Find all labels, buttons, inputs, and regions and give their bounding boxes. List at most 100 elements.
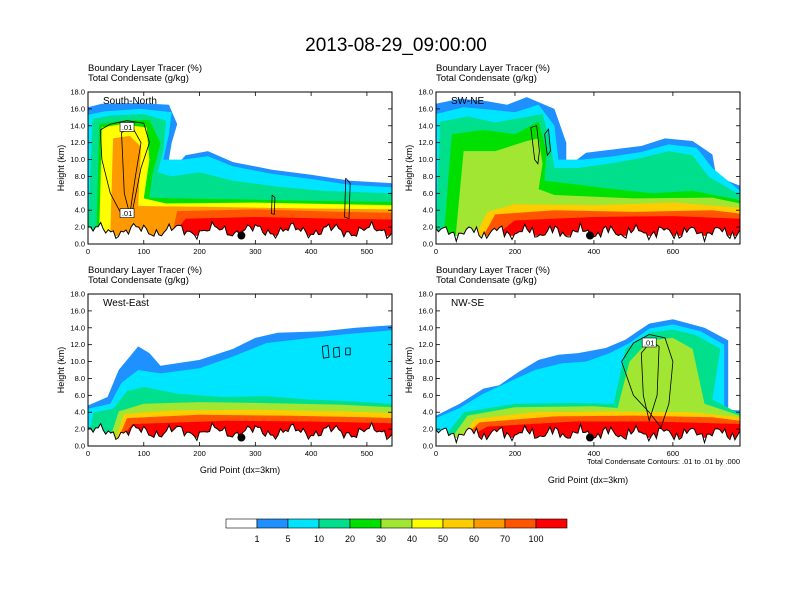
x-axis-label: Grid Point (dx=3km) [200, 465, 280, 475]
panels: Boundary Layer Tracer (%)Total Condensat… [56, 63, 741, 485]
y-tick-label: 10.0 [418, 357, 433, 366]
condensate-contour [530, 125, 540, 165]
y-tick-label: 2.0 [423, 223, 433, 232]
panel-label: SW-NE [451, 96, 484, 107]
field [436, 92, 740, 244]
x-tick-label: 500 [361, 247, 374, 256]
y-axis-label: Height (km) [404, 347, 414, 394]
colorbar-swatch [442, 518, 475, 529]
y-tick-label: 4.0 [423, 206, 433, 215]
x-tick-label: 400 [305, 449, 318, 458]
x-tick-label: 600 [667, 247, 680, 256]
colorbar-label: 20 [345, 534, 355, 544]
panel-header-tracer: Boundary Layer Tracer (%) [88, 265, 202, 276]
x-tick-label: 300 [249, 247, 262, 256]
panel-south-north: Boundary Layer Tracer (%)Total Condensat… [56, 63, 393, 256]
y-tick-label: 14.0 [70, 121, 85, 130]
x-tick-label: 400 [305, 247, 318, 256]
colorbar-swatch [287, 518, 320, 529]
colorbar-label: 10 [314, 534, 324, 544]
y-tick-label: 0.0 [423, 442, 433, 451]
colorbar-swatch [411, 518, 444, 529]
x-tick-label: 300 [249, 449, 262, 458]
plot-frame [435, 293, 741, 447]
panel-header-condensate: Total Condensate (g/kg) [436, 275, 537, 286]
y-tick-label: 12.0 [418, 340, 433, 349]
panel-label: South-North [103, 96, 157, 107]
y-tick-label: 16.0 [418, 104, 433, 113]
colorbar-swatch [256, 518, 289, 529]
panel-header-condensate: Total Condensate (g/kg) [436, 73, 537, 84]
x-tick-label: 100 [138, 449, 151, 458]
plot-frame [87, 91, 393, 245]
y-tick-label: 18.0 [418, 290, 433, 299]
x-tick-label: 400 [588, 247, 601, 256]
colorbar-label: 50 [438, 534, 448, 544]
contour-note: Total Condensate Contours: .01 to .01 by… [587, 457, 740, 466]
panel-sw-ne: Boundary Layer Tracer (%)Total Condensat… [404, 63, 741, 256]
panel-header-condensate: Total Condensate (g/kg) [88, 73, 189, 84]
y-tick-label: 18.0 [70, 290, 85, 299]
terrain-line [436, 422, 740, 445]
colorbar: 1 5 10 20 30 40 50 60 70 100 [225, 518, 568, 544]
location-marker [585, 231, 594, 240]
y-tick-label: 16.0 [70, 104, 85, 113]
condensate-contour [544, 128, 551, 157]
x-tick-label: 0 [86, 449, 90, 458]
location-marker [237, 231, 246, 240]
x-axis-label: Grid Point (dx=3km) [548, 475, 628, 485]
y-tick-label: 0.0 [75, 240, 85, 249]
colorbar-label: 60 [469, 534, 479, 544]
y-tick-label: 8.0 [423, 172, 433, 181]
figure-title: 2013-08-29_09:00:00 [305, 35, 487, 56]
terrain-fill [88, 221, 392, 244]
y-tick-label: 4.0 [423, 408, 433, 417]
x-tick-label: 600 [667, 449, 680, 458]
condensate-contour [271, 194, 276, 215]
y-tick-label: 14.0 [418, 121, 433, 130]
condensate-contour [345, 347, 351, 356]
y-tick-label: 4.0 [75, 408, 85, 417]
colorbar-swatch [473, 518, 506, 529]
panel-label: West-East [103, 298, 149, 309]
y-axis-label: Height (km) [404, 145, 414, 192]
colorbar-label: 5 [285, 534, 290, 544]
colorbar-label: 30 [376, 534, 386, 544]
field [88, 92, 392, 244]
y-tick-label: 18.0 [418, 88, 433, 97]
contour-label-box [641, 337, 657, 348]
plot-frame [435, 91, 741, 245]
y-tick-label: 6.0 [423, 189, 433, 198]
y-tick-label: 8.0 [75, 172, 85, 181]
plot-frame [87, 293, 393, 447]
y-tick-label: 8.0 [75, 374, 85, 383]
contour-label: .01 [122, 123, 132, 132]
colorbar-swatch [225, 518, 258, 529]
y-tick-label: 2.0 [75, 425, 85, 434]
x-tick-label: 200 [509, 247, 522, 256]
y-tick-label: 0.0 [75, 442, 85, 451]
colorbar-swatch [380, 518, 413, 529]
x-tick-label: 0 [434, 449, 438, 458]
x-tick-label: 500 [361, 449, 374, 458]
x-tick-label: 0 [86, 247, 90, 256]
colorbar-label: 70 [500, 534, 510, 544]
x-tick-label: 200 [193, 247, 206, 256]
condensate-contour [621, 334, 674, 429]
y-axis-label: Height (km) [56, 347, 66, 394]
y-tick-label: 12.0 [70, 340, 85, 349]
contour-label: .01 [122, 209, 132, 218]
x-tick-label: 0 [434, 247, 438, 256]
panel-label: NW-SE [451, 298, 484, 309]
y-tick-label: 12.0 [70, 138, 85, 147]
y-tick-label: 6.0 [423, 391, 433, 400]
condensate-contour [333, 346, 341, 358]
panel-west-east: Boundary Layer Tracer (%)Total Condensat… [56, 265, 393, 475]
y-tick-label: 16.0 [418, 306, 433, 315]
y-tick-label: 14.0 [70, 323, 85, 332]
panel-header-tracer: Boundary Layer Tracer (%) [436, 265, 550, 276]
y-tick-label: 10.0 [70, 357, 85, 366]
x-tick-label: 200 [193, 449, 206, 458]
panel-header-tracer: Boundary Layer Tracer (%) [436, 63, 550, 74]
y-tick-label: 4.0 [75, 206, 85, 215]
